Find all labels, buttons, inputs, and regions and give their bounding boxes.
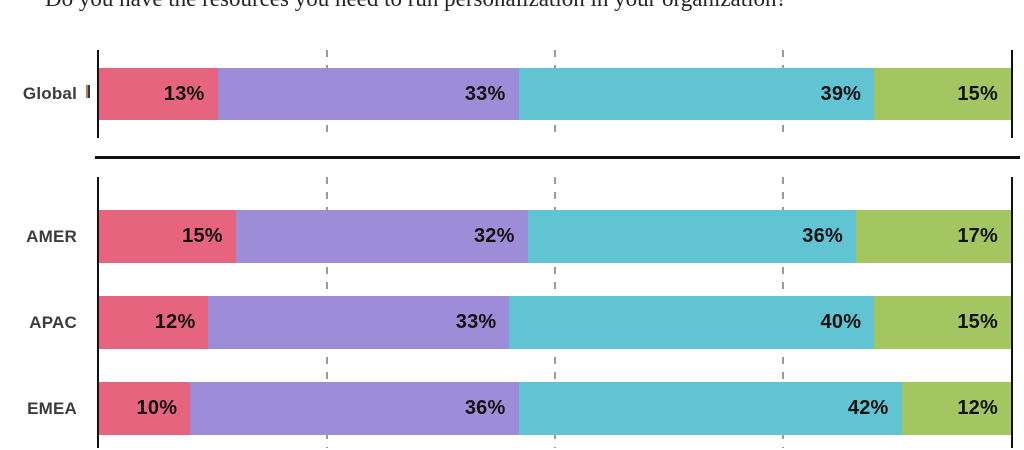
bar-row-global: Global 13% 33% 39% 15% <box>23 68 1011 120</box>
bar-segment: 36% <box>527 210 856 263</box>
segment-value-label: 15% <box>182 225 223 247</box>
bar-segment: 36% <box>190 382 519 435</box>
chart-title: Do you have the resources you need to ru… <box>45 0 1005 12</box>
row-label-emea: EMEA <box>27 398 77 418</box>
row-label-apac: APAC <box>29 312 77 332</box>
segment-value-label: 39% <box>820 82 862 105</box>
segment-value-label: 42% <box>847 397 889 419</box>
bar-row-emea: EMEA 10% 36% 42% 12% <box>27 382 1011 435</box>
bar-segment: 15% <box>99 210 236 263</box>
segment-value-label: 13% <box>163 82 205 105</box>
row-label-global: Global <box>22 84 77 103</box>
segment-value-label: 33% <box>455 311 497 333</box>
regions-chart-panel: AMER 15% 32% 36% 17% APAC 12% 33% 40% 15% EMEA 10% 3… <box>26 177 1013 448</box>
bar-segment: 17% <box>855 210 1011 263</box>
bar-segment: 40% <box>509 296 875 349</box>
segment-value-label: 12% <box>957 397 998 419</box>
bar-segment: 32% <box>235 210 528 263</box>
bar-segment: 13% <box>99 68 218 120</box>
bar-segment: 12% <box>99 296 209 349</box>
segment-value-label: 36% <box>802 225 843 247</box>
bar-row-apac: APAC 12% 33% 40% 15% <box>29 296 1011 349</box>
bar-segment: 12% <box>901 382 1011 435</box>
stray-mark <box>86 85 90 98</box>
segment-value-label: 32% <box>473 225 515 247</box>
segment-value-label: 36% <box>464 397 506 419</box>
bar-segment: 33% <box>208 296 510 349</box>
segment-value-label: 33% <box>464 82 506 105</box>
bar-segment: 15% <box>874 296 1011 349</box>
bar-segment: 15% <box>874 68 1011 120</box>
bar-segment: 10% <box>99 382 191 435</box>
section-divider-line <box>95 156 1020 159</box>
segment-value-label: 10% <box>136 397 178 419</box>
segment-value-label: 12% <box>154 311 196 333</box>
segment-value-label: 15% <box>957 82 998 105</box>
global-chart-panel: Global 13% 33% 39% 15% <box>23 50 1013 138</box>
bar-row-amer: AMER 15% 32% 36% 17% <box>26 210 1011 263</box>
segment-value-label: 17% <box>957 225 998 247</box>
bar-segment: 39% <box>518 68 875 120</box>
segment-value-label: 40% <box>820 311 862 333</box>
segment-value-label: 15% <box>957 311 998 333</box>
row-label-amer: AMER <box>26 226 77 246</box>
bar-segment: 33% <box>217 68 519 120</box>
bar-segment: 42% <box>518 382 902 435</box>
